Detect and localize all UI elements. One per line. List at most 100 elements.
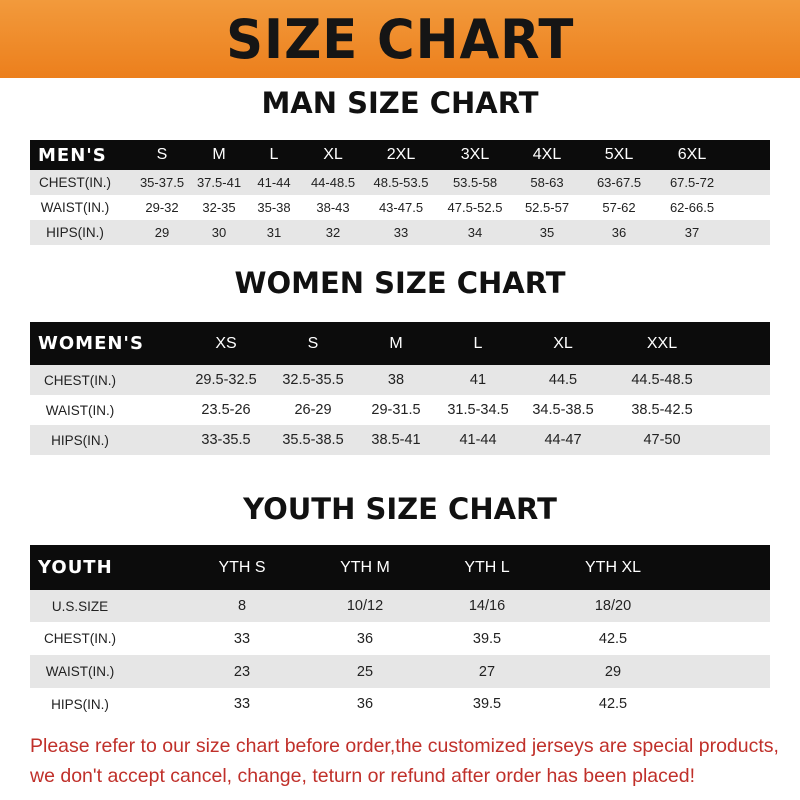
row-label: HIPS(IN.) [46,225,104,240]
measurement-cell: 32.5-35.5 [282,372,344,388]
measurement-cell: 36 [356,696,374,712]
measurement-cell: 10/12 [346,598,384,614]
table-row: WAIST(IN.) 23 25 27 29 [30,655,770,688]
measurement-cell: 14/16 [468,598,506,614]
size-header: M [389,334,403,352]
measurement-cell: 57-62 [602,200,636,215]
row-label: WAIST(IN.) [45,402,115,418]
row-label: CHEST(IN.) [44,631,116,646]
measurement-cell: 23 [233,663,251,680]
size-header: 6XL [677,146,707,163]
measurement-cell: 44.5 [548,372,578,388]
row-label: WAIST(IN.) [45,664,115,679]
table-row: U.S.SIZE 8 10/12 14/16 18/20 [30,590,770,622]
measurement-cell: 27 [478,663,496,680]
table-heading: MEN'S [38,144,107,166]
measurement-cell: 42.5 [598,630,628,647]
size-header: 3XL [460,146,490,163]
table-row: WAIST(IN.) 29-32 32-35 35-38 38-43 43-47.5 47.… [30,195,770,220]
measurement-cell: 47.5-52.5 [447,200,503,215]
measurement-cell: 44-48.5 [310,175,356,190]
size-header: M [212,146,226,163]
measurement-cell: 33 [233,696,251,712]
measurement-cell: 38 [387,372,405,388]
youth-chart-title: YOUTH SIZE CHART [243,492,557,526]
size-header: L [269,146,279,163]
size-header: YTH S [218,558,266,576]
size-header: XL [323,146,343,163]
measurement-cell: 39.5 [472,696,502,712]
measurement-cell: 41 [469,372,487,388]
row-label: HIPS(IN.) [51,696,109,712]
measurement-cell: 44-47 [544,432,582,448]
table-row: CHEST(IN.) 29.5-32.5 32.5-35.5 38 41 44.5 44.5… [30,365,770,395]
measurement-cell: 30 [211,225,227,240]
size-chart-banner: SIZE CHART [0,0,800,78]
measurement-cell: 29-32 [145,200,179,215]
measurement-cell: 43-47.5 [378,200,424,215]
measurement-cell: 33 [393,225,409,240]
measurement-cell: 31.5-34.5 [447,402,509,418]
row-label: U.S.SIZE [51,598,109,614]
size-header: YTH M [340,558,390,576]
measurement-cell: 25 [356,663,374,680]
measurement-cell: 34 [467,225,483,240]
size-header: 5XL [604,146,634,163]
measurement-cell: 33-35.5 [201,432,251,448]
banner-title: SIZE CHART [225,7,575,71]
table-heading: YOUTH [38,557,113,578]
measurement-cell: 38.5-42.5 [631,402,693,418]
measurement-cell: 48.5-53.5 [373,175,429,190]
measurement-cell: 23.5-26 [201,402,251,418]
table-header-row: WOMEN'S XS S M L XL XXL [30,322,770,365]
men-size-table: MEN'S S M L XL 2XL 3XL 4XL 5XL 6XL CHEST(IN.) 35-37… [30,140,770,245]
measurement-cell: 39.5 [472,630,502,647]
measurement-cell: 32 [325,225,341,240]
measurement-cell: 33 [233,630,251,647]
table-row: CHEST(IN.) 33 36 39.5 42.5 [30,622,770,655]
measurement-cell: 42.5 [598,696,628,712]
measurement-cell: 41-44 [257,175,291,190]
measurement-cell: 38-43 [316,200,350,215]
measurement-cell: 29 [154,225,170,240]
measurement-cell: 8 [237,598,247,614]
measurement-cell: 44.5-48.5 [631,372,693,388]
measurement-cell: 63-67.5 [596,175,642,190]
measurement-cell: 35-38 [257,200,291,215]
measurement-cell: 29.5-32.5 [195,372,257,388]
measurement-cell: 62-66.5 [669,200,715,215]
table-row: CHEST(IN.) 35-37.5 37.5-41 41-44 44-48.5 48.5… [30,170,770,195]
measurement-cell: 26-29 [294,402,332,418]
table-row: WAIST(IN.) 23.5-26 26-29 29-31.5 31.5-34.5 34… [30,395,770,425]
size-header: YTH L [464,558,510,576]
measurement-cell: 36 [611,225,627,240]
size-header: XS [215,334,237,352]
measurement-cell: 47-50 [643,432,681,448]
measurement-cell: 35.5-38.5 [282,432,344,448]
size-header: L [473,334,483,352]
measurement-cell: 34.5-38.5 [532,402,594,418]
measurement-cell: 37.5-41 [196,175,242,190]
measurement-cell: 35 [539,225,555,240]
measurement-cell: 32-35 [202,200,236,215]
measurement-cell: 29 [604,663,622,680]
size-header: 4XL [532,146,562,163]
order-note-line-2: we don't accept cancel, change, teturn o… [30,765,695,787]
table-header-row: YOUTH YTH S YTH M YTH L YTH XL [30,545,770,590]
measurement-cell: 67.5-72 [669,175,715,190]
table-row: HIPS(IN.) 33-35.5 35.5-38.5 38.5-41 41-44 44-… [30,425,770,455]
table-header-row: MEN'S S M L XL 2XL 3XL 4XL 5XL 6XL [30,140,770,170]
size-header: XXL [646,334,678,352]
size-header: S [156,146,168,163]
table-heading: WOMEN'S [38,333,144,354]
measurement-cell: 29-31.5 [371,402,421,418]
measurement-cell: 52.5-57 [524,200,570,215]
women-size-table: WOMEN'S XS S M L XL XXL CHEST(IN.) 29.5-32.5 32.5… [30,322,770,455]
measurement-cell: 58-63 [530,175,564,190]
measurement-cell: 18/20 [594,598,632,614]
row-label: CHEST(IN.) [39,175,111,190]
table-row: HIPS(IN.) 33 36 39.5 42.5 [30,688,770,720]
table-row: HIPS(IN.) 29 30 31 32 33 34 35 36 37 [30,220,770,245]
row-label: WAIST(IN.) [40,200,110,215]
measurement-cell: 41-44 [459,432,497,448]
